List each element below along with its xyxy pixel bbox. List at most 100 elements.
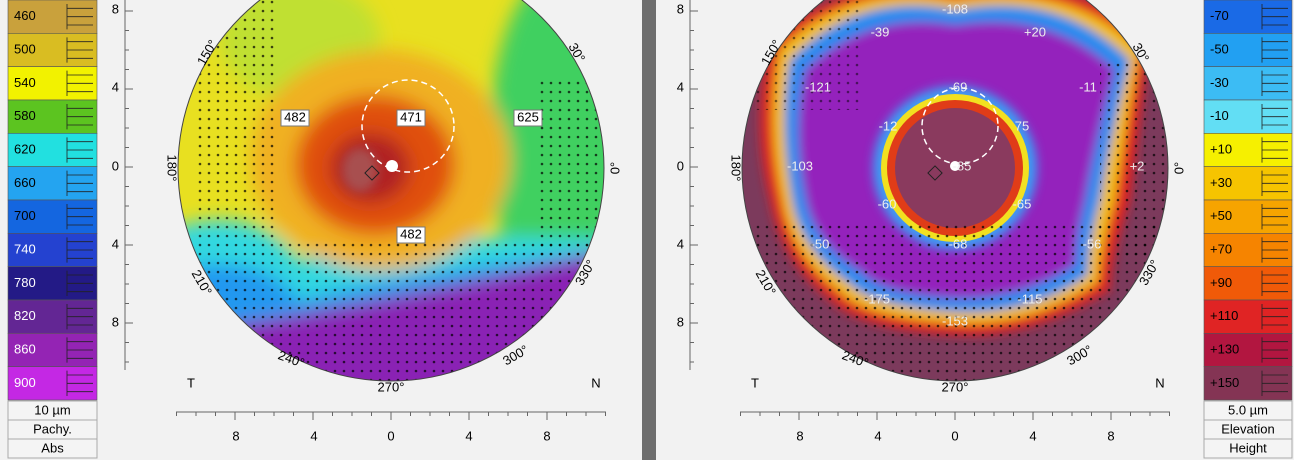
x-tick-label: 4 bbox=[874, 428, 881, 443]
pupil-circle bbox=[361, 79, 455, 173]
map-value: +20 bbox=[1024, 24, 1046, 39]
elevation-map bbox=[742, 0, 1168, 381]
scale-info: 10 µm bbox=[34, 402, 70, 417]
y-tick-label: 8 bbox=[112, 1, 119, 16]
scale-info: Pachy. bbox=[33, 421, 72, 436]
scale-label: +110 bbox=[1210, 308, 1238, 323]
y-tick-label: 4 bbox=[112, 236, 119, 251]
scale-label: 780 bbox=[14, 275, 36, 290]
map-value: -108 bbox=[942, 1, 968, 16]
x-tick-label: 4 bbox=[465, 428, 472, 443]
angle-label: 270° bbox=[378, 379, 405, 394]
map-value: +2 bbox=[1130, 158, 1145, 173]
map-value: -65 bbox=[1013, 196, 1032, 211]
value-box bbox=[280, 109, 310, 127]
scale-label: +150 bbox=[1210, 375, 1239, 390]
y-tick-label: 4 bbox=[677, 236, 684, 251]
map-border bbox=[741, 0, 1169, 382]
scale-label: 500 bbox=[14, 41, 36, 56]
map-value: -50 bbox=[811, 236, 830, 251]
y-tick-label: 0 bbox=[677, 158, 684, 173]
x-tick-label: 0 bbox=[951, 428, 958, 443]
apex bbox=[386, 160, 398, 172]
scale-label: 860 bbox=[14, 341, 36, 356]
scale-info: Height bbox=[1229, 440, 1267, 455]
x-tick-label: 8 bbox=[1107, 428, 1114, 443]
y-tick-label: 8 bbox=[677, 1, 684, 16]
scale-info: Abs bbox=[41, 440, 64, 455]
map-border bbox=[177, 0, 605, 382]
scale-label: 740 bbox=[14, 241, 36, 256]
side-label: T bbox=[751, 375, 759, 390]
scale-label: +50 bbox=[1210, 208, 1232, 223]
map-value: -56 bbox=[1083, 236, 1102, 251]
scale-label: +30 bbox=[1210, 175, 1232, 190]
map-value: -60 bbox=[878, 196, 897, 211]
map-value: -153 bbox=[942, 313, 968, 328]
scale-info: 5.0 µm bbox=[1228, 402, 1268, 417]
map-value: -68 bbox=[949, 236, 968, 251]
map-value: -175 bbox=[864, 291, 890, 306]
scale-label: +70 bbox=[1210, 241, 1232, 256]
side-label: N bbox=[1155, 375, 1164, 390]
map-value: -115 bbox=[1017, 291, 1042, 306]
scale-label: -30 bbox=[1210, 75, 1229, 90]
x-tick-label: 8 bbox=[232, 428, 239, 443]
map-value: -121 bbox=[805, 79, 831, 94]
x-tick-label: 4 bbox=[310, 428, 317, 443]
x-tick-label: 8 bbox=[543, 428, 550, 443]
scale-label: 580 bbox=[14, 108, 36, 123]
scale-label: 460 bbox=[14, 8, 36, 23]
map-value: 482 bbox=[400, 226, 422, 241]
pupil-circle bbox=[921, 87, 999, 165]
y-tick-label: 4 bbox=[677, 79, 684, 94]
value-box bbox=[513, 109, 543, 127]
map-value: -11 bbox=[1079, 79, 1097, 94]
divider bbox=[642, 0, 656, 460]
side-label: T bbox=[187, 375, 195, 390]
scale-label: -70 bbox=[1210, 8, 1229, 23]
x-tick-label: 4 bbox=[1029, 428, 1036, 443]
angle-label: 0° bbox=[607, 162, 622, 174]
map-value: 471 bbox=[400, 109, 422, 124]
map-value: 75 bbox=[1015, 118, 1029, 133]
scale-label: -50 bbox=[1210, 41, 1229, 56]
apex bbox=[950, 161, 960, 171]
scale-label: 900 bbox=[14, 375, 36, 390]
map-value: -12 bbox=[879, 118, 898, 133]
map-value: -39 bbox=[871, 24, 890, 39]
scale-label: 540 bbox=[14, 75, 36, 90]
scale-label: +10 bbox=[1210, 141, 1232, 156]
map-value: -103 bbox=[787, 158, 813, 173]
angle-label: 270° bbox=[942, 379, 969, 394]
scale-label: -10 bbox=[1210, 108, 1229, 123]
map-value: 625 bbox=[517, 109, 539, 124]
angle-label: 0° bbox=[1171, 162, 1186, 174]
x-tick-label: 8 bbox=[796, 428, 803, 443]
scale-info-box bbox=[7, 438, 98, 459]
scale-label: +130 bbox=[1210, 341, 1239, 356]
value-box bbox=[396, 109, 426, 127]
scale-label: 820 bbox=[14, 308, 36, 323]
scale-label: 620 bbox=[14, 141, 36, 156]
scale-label: +90 bbox=[1210, 275, 1232, 290]
map-value: 482 bbox=[284, 109, 306, 124]
x-tick-label: 0 bbox=[387, 428, 394, 443]
map-value: -85 bbox=[953, 158, 972, 173]
map-value: -69 bbox=[949, 79, 968, 94]
y-tick-label: 0 bbox=[112, 158, 119, 173]
center-marker bbox=[927, 165, 943, 181]
angle-label: 180° bbox=[165, 155, 180, 182]
center-marker bbox=[364, 165, 380, 181]
y-tick-label: 8 bbox=[112, 314, 119, 329]
scale-info: Elevation bbox=[1221, 421, 1274, 436]
scale-label: 700 bbox=[14, 208, 36, 223]
value-box bbox=[396, 226, 426, 244]
scale-info-box bbox=[1203, 438, 1293, 459]
angle-label: 180° bbox=[729, 155, 744, 182]
side-label: N bbox=[591, 375, 600, 390]
y-tick-label: 4 bbox=[112, 79, 119, 94]
y-tick-label: 8 bbox=[677, 314, 684, 329]
